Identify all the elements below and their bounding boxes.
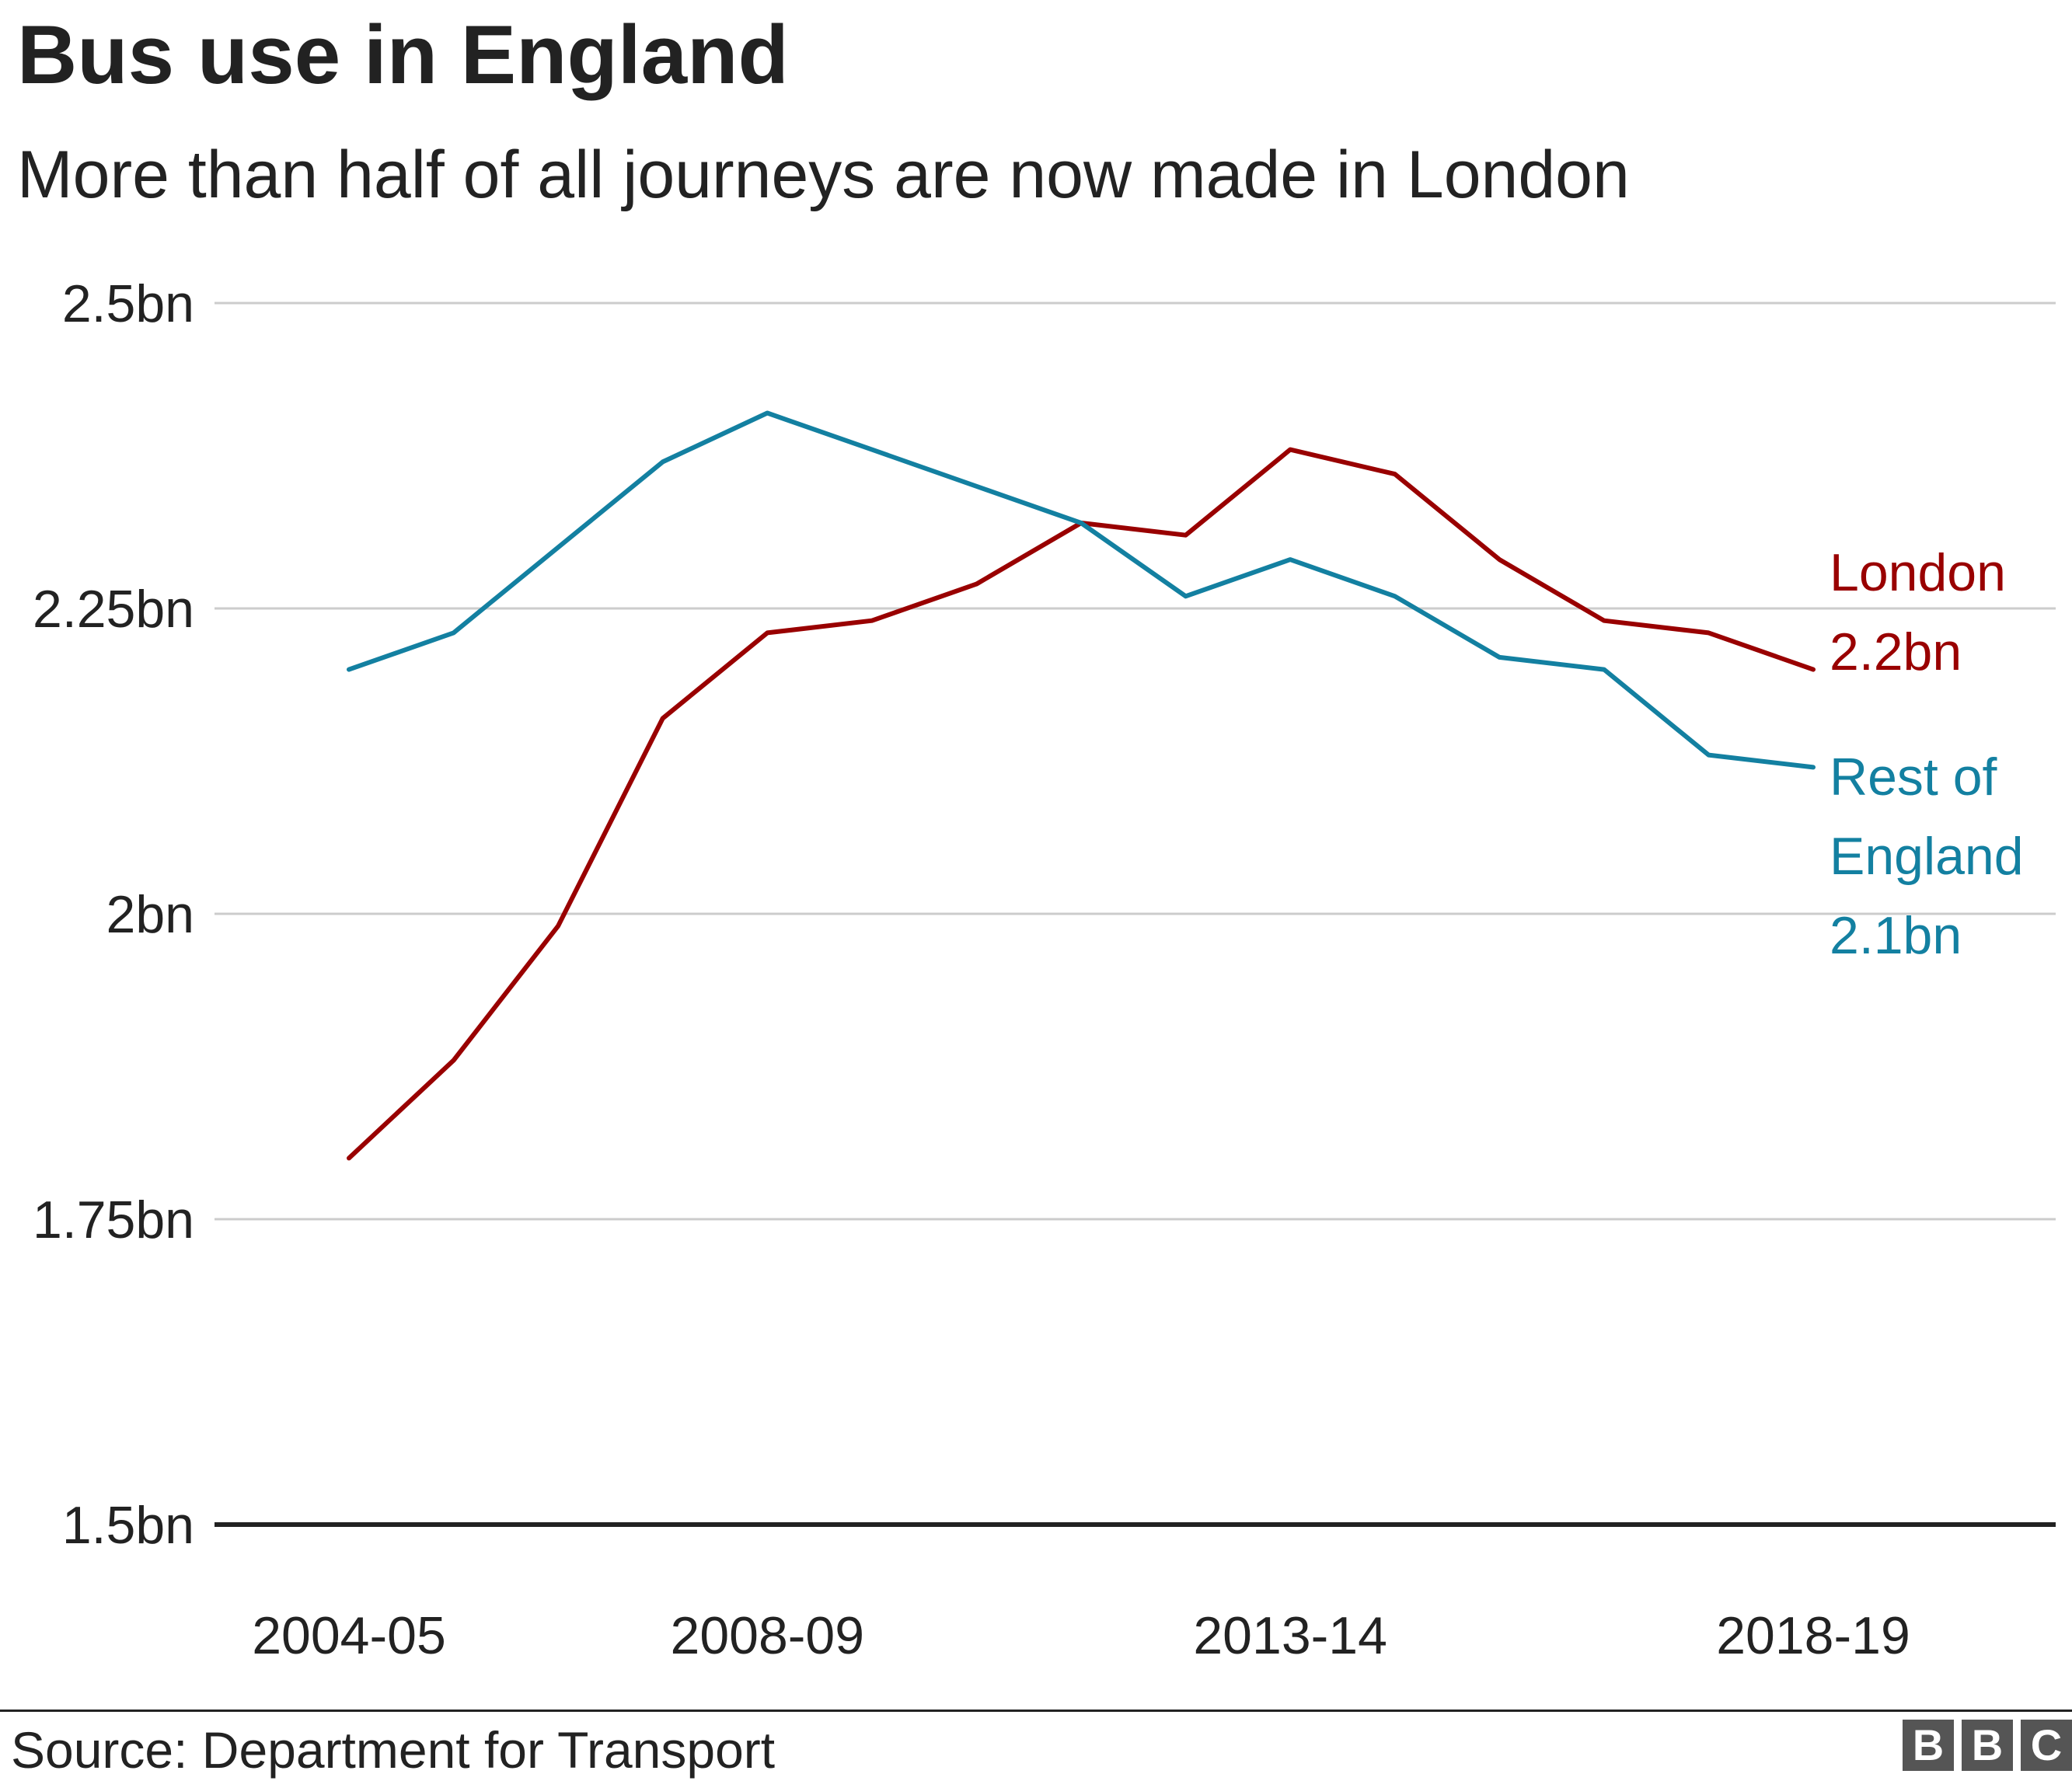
x-tick-label: 2018-19 <box>1716 1606 1910 1665</box>
chart-subtitle: More than half of all journeys are now m… <box>17 138 1630 212</box>
series-line-rest-of-england <box>347 410 1816 770</box>
series-line-london <box>347 447 1816 1161</box>
y-tick-label: 1.5bn <box>62 1496 194 1555</box>
bbc-logo-letter: B <box>1962 1720 2013 1771</box>
series-label-line: 2.2bn <box>1830 622 1962 681</box>
source-note: Source: Department for Transport <box>11 1721 776 1779</box>
bbc-logo-letter: C <box>2021 1720 2072 1771</box>
series-lines <box>347 410 1816 1161</box>
series-label-line: London <box>1830 543 2006 602</box>
y-tick-label: 1.75bn <box>33 1190 194 1249</box>
y-tick-label: 2.5bn <box>62 274 194 333</box>
gridlines <box>215 301 2056 1527</box>
y-axis-labels: 1.5bn 1.75bn 2bn 2.25bn 2.5bn <box>33 274 194 1555</box>
footer-divider <box>0 1710 2072 1712</box>
y-tick-label: 2bn <box>106 885 194 944</box>
series-label-line: England <box>1830 827 2024 886</box>
x-tick-label: 2013-14 <box>1193 1606 1387 1665</box>
series-label-london: London 2.2bn <box>1830 543 2006 681</box>
series-label-rest-of-england: Rest of England 2.1bn <box>1830 748 2024 965</box>
line-chart: 1.5bn 1.75bn 2bn 2.25bn 2.5bn 2004-05 2008-09… <box>33 274 2056 1665</box>
y-tick-label: 2.25bn <box>33 580 194 639</box>
series-direct-labels: London 2.2bn Rest of England 2.1bn <box>1830 543 2024 965</box>
x-tick-label: 2008-09 <box>671 1606 865 1665</box>
series-label-line: Rest of <box>1830 748 1997 807</box>
chart-title: Bus use in England <box>17 8 789 101</box>
x-axis-labels: 2004-05 2008-09 2013-14 2018-19 <box>252 1606 1910 1665</box>
x-tick-label: 2004-05 <box>252 1606 446 1665</box>
bbc-logo: B B C <box>1903 1720 2072 1771</box>
bbc-logo-letter: B <box>1903 1720 1954 1771</box>
series-label-line: 2.1bn <box>1830 906 1962 965</box>
